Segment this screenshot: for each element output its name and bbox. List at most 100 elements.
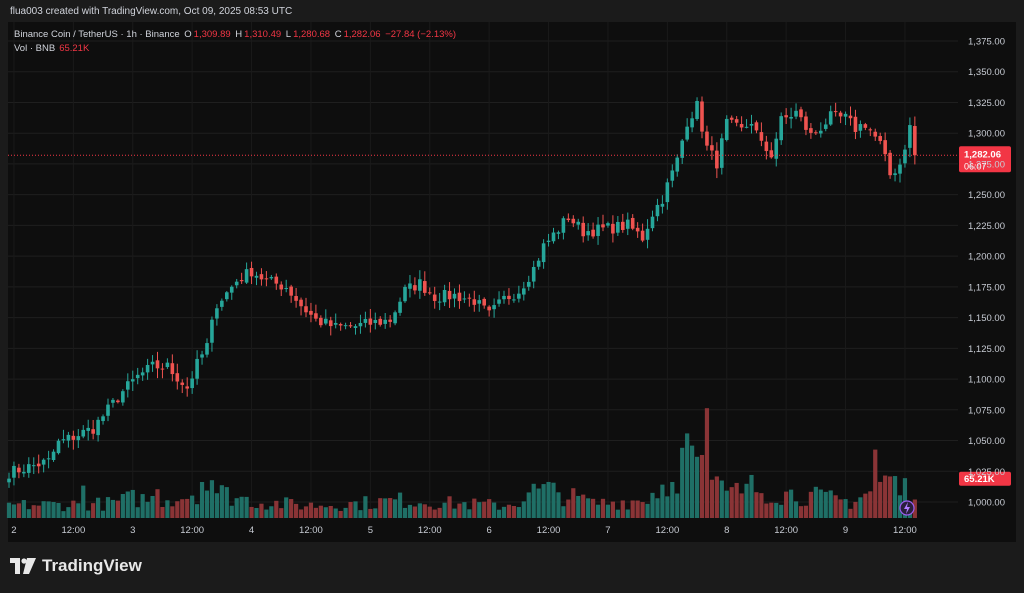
volume-bar — [566, 499, 571, 518]
candle-body — [185, 386, 189, 389]
volume-bar — [883, 475, 888, 518]
volume-bar — [437, 507, 442, 518]
candle-body — [423, 281, 427, 293]
price-tick-label: 1,175.00 — [968, 282, 1005, 293]
candle-body — [789, 116, 793, 119]
price-tick-label: 1,225.00 — [968, 221, 1005, 232]
candle-body — [437, 301, 442, 303]
candle-body — [794, 110, 798, 117]
candle-body — [625, 219, 630, 229]
volume-bar — [338, 510, 343, 518]
candle-body — [838, 112, 843, 117]
candle-body — [101, 416, 105, 422]
candle-body — [7, 478, 11, 483]
price-tick-label: 1,300.00 — [968, 129, 1005, 140]
volume-bar — [848, 508, 853, 518]
volume-bar — [135, 507, 140, 518]
volume-bar — [6, 502, 12, 518]
price-axis[interactable]: 1,000.00 1,025.00 1,050.00 1,075.00 1,100.00… — [968, 37, 1005, 509]
volume-bar — [353, 501, 358, 518]
candle-body — [650, 216, 655, 229]
candle-body — [51, 451, 56, 461]
volume-bar — [195, 504, 200, 518]
time-tick-label: 8 — [724, 525, 729, 536]
volume-badge — [959, 471, 1011, 486]
volume-bar — [467, 509, 472, 518]
volume-bars — [6, 408, 917, 518]
candle-body — [556, 232, 561, 234]
candle-body — [195, 358, 199, 379]
volume-bar — [635, 500, 640, 518]
volume-bar — [209, 480, 215, 518]
candle-body — [858, 124, 863, 131]
candle-body — [121, 391, 125, 403]
time-tick-label: 12:00 — [418, 525, 442, 536]
candle-body — [734, 119, 739, 123]
high-value: 1,310.49 — [244, 29, 282, 40]
volume-bar — [100, 510, 106, 518]
candle-body — [239, 280, 244, 282]
chart-pane[interactable] — [8, 22, 1016, 542]
candle-body — [502, 295, 506, 300]
volume-bar — [175, 501, 180, 518]
candle-body — [576, 221, 581, 225]
volume-bar — [333, 508, 338, 518]
volume-bar — [511, 505, 516, 518]
volume-bar — [234, 498, 239, 518]
candle-body — [898, 164, 902, 174]
candle-body — [324, 318, 328, 324]
volume-bar — [655, 498, 660, 518]
candle-body — [606, 223, 610, 226]
candle-body — [91, 429, 95, 434]
volume-bar — [581, 494, 586, 518]
volume-bar — [244, 496, 249, 518]
volume-bar — [170, 506, 175, 518]
candle-body — [150, 361, 155, 365]
candle-body — [621, 221, 625, 230]
candle-body — [170, 363, 175, 375]
candle-body — [739, 124, 744, 128]
volume-bar — [21, 500, 26, 518]
volume-bar — [239, 496, 244, 518]
volume-bar — [813, 486, 818, 518]
volume-bar — [843, 499, 848, 518]
candle-body — [477, 300, 482, 304]
candle-body — [754, 122, 759, 131]
candle-body — [764, 141, 769, 152]
candle-body — [705, 131, 709, 146]
tradingview-brand[interactable]: TradingView — [10, 556, 142, 576]
volume-bar — [472, 498, 477, 518]
time-tick-label: 4 — [249, 525, 254, 536]
candle-body — [517, 293, 521, 299]
volume-bar — [66, 507, 71, 518]
volume-bar — [219, 485, 224, 518]
candle-body — [41, 459, 46, 465]
volume-bar — [417, 503, 422, 518]
candle-body — [358, 322, 363, 327]
candle-body — [205, 343, 209, 355]
candle-body — [86, 427, 90, 431]
volume-bar — [714, 476, 719, 518]
candle-body — [665, 182, 670, 203]
candle-body — [46, 458, 51, 460]
time-tick-label: 12:00 — [893, 525, 917, 536]
candle-body — [799, 109, 803, 118]
volume-bar — [724, 490, 729, 518]
time-axis[interactable]: 2 12:00 3 12:00 4 12:00 5 12:00 6 12:00 7 12:00 8 12:… — [11, 525, 917, 536]
candle-body — [566, 218, 571, 221]
time-tick-label: 3 — [130, 525, 135, 536]
volume-bar — [501, 506, 507, 518]
candle-body — [249, 267, 254, 277]
volume-bar — [591, 498, 596, 518]
candle-body — [190, 378, 194, 389]
candle-body — [309, 310, 313, 315]
brand-name: TradingView — [42, 556, 142, 575]
volume-bar — [259, 503, 264, 518]
volume-bar — [784, 491, 789, 518]
price-tick-label: 1,000.00 — [968, 498, 1005, 509]
price-tick-label: 1,275.00 — [968, 159, 1005, 170]
volume-value: 65.21K — [59, 43, 90, 54]
candle-body — [165, 362, 170, 368]
